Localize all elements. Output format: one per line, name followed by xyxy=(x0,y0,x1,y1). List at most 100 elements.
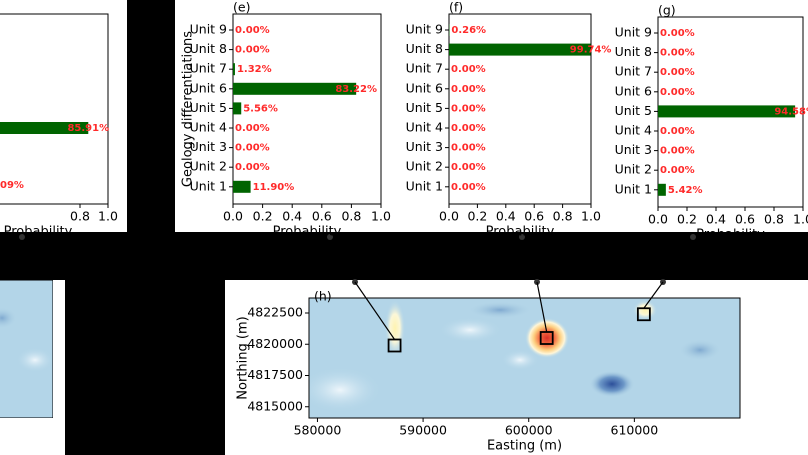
bar xyxy=(658,183,666,196)
value-label: 09% xyxy=(0,180,24,191)
value-label: 0.00% xyxy=(451,84,486,95)
y-tick-label: Unit 4 xyxy=(190,120,227,135)
connector-ends xyxy=(19,234,696,285)
y-axis-label: Geology differentiations xyxy=(181,31,196,187)
y-tick-label: Unit 2 xyxy=(615,162,652,177)
x-tick-label: 590000 xyxy=(399,423,447,438)
location-marker xyxy=(636,307,651,322)
bar xyxy=(658,105,796,118)
y-tick-label: Unit 7 xyxy=(190,61,227,76)
x-tick-label: 0.4 xyxy=(496,209,516,224)
bar xyxy=(233,102,242,115)
panel-label: (e) xyxy=(233,0,250,15)
y-tick-label: Unit 6 xyxy=(615,83,652,98)
x-tick-label: 0.8 xyxy=(70,209,90,224)
x-tick-label: 0.2 xyxy=(677,212,697,227)
value-label: 1.32% xyxy=(237,64,272,75)
y-tick-label: Unit 5 xyxy=(190,100,227,115)
x-tick-label: 0.0 xyxy=(223,209,243,224)
x-tick-label: 1.0 xyxy=(793,212,808,227)
x-tick-label: 580000 xyxy=(294,423,342,438)
y-tick-label: Unit 8 xyxy=(190,41,227,56)
value-label: 0.00% xyxy=(660,28,695,39)
bar xyxy=(233,180,251,193)
connector-line xyxy=(643,281,664,309)
value-label: 0.00% xyxy=(235,162,270,173)
y-tick-label: Unit 4 xyxy=(615,123,652,138)
y-tick-label: Unit 6 xyxy=(406,80,443,95)
y-tick-label: Unit 1 xyxy=(190,178,227,193)
x-axis-label: Probability xyxy=(696,228,765,243)
value-label: 0.00% xyxy=(660,146,695,157)
panel: 0.8 1.0 Probability 85.91% 09% xyxy=(0,13,118,232)
x-tick-label: 0.6 xyxy=(735,212,755,227)
y-tick-label: Unit 5 xyxy=(406,100,443,115)
value-label: 0.00% xyxy=(235,25,270,36)
value-label: 0.00% xyxy=(451,182,486,193)
axes-frame xyxy=(448,13,592,205)
value-label: 0.00% xyxy=(451,162,486,173)
bar xyxy=(233,82,357,95)
y-tick-label: 4815000 xyxy=(247,398,303,413)
value-label: 94.58% xyxy=(774,106,808,117)
value-label: 5.56% xyxy=(243,103,278,114)
bar xyxy=(0,122,89,134)
heatmap-image xyxy=(0,280,53,418)
y-tick-label: Unit 1 xyxy=(406,178,443,193)
value-label: 83.22% xyxy=(335,84,377,95)
x-tick-label: 1.0 xyxy=(581,209,601,224)
x-axis-label: Probability xyxy=(273,225,342,240)
y-tick-label: Unit 3 xyxy=(406,139,443,154)
y-tick-label: Unit 9 xyxy=(615,25,652,40)
value-label: 0.00% xyxy=(660,87,695,98)
y-tick-label: Unit 2 xyxy=(406,159,443,174)
value-label: 0.00% xyxy=(451,143,486,154)
y-tick-label: Unit 3 xyxy=(615,142,652,157)
location-marker xyxy=(387,338,402,353)
value-label: 0.00% xyxy=(660,48,695,59)
x-tick-label: 600000 xyxy=(505,423,553,438)
bar xyxy=(233,63,235,76)
panel-label: (h) xyxy=(314,289,332,304)
x-tick-label: 1.0 xyxy=(371,209,391,224)
x-tick-label: 0.2 xyxy=(253,209,273,224)
panel-bg xyxy=(0,0,127,232)
axes-frame xyxy=(0,13,109,205)
y-tick-label: Unit 7 xyxy=(615,64,652,79)
axes-frame xyxy=(308,297,741,419)
y-tick-label: Unit 3 xyxy=(190,139,227,154)
x-tick-label: 0.0 xyxy=(439,209,459,224)
bar xyxy=(449,43,591,56)
x-axis-label: Easting (m) xyxy=(487,439,562,454)
x-tick-label: 610000 xyxy=(611,423,659,438)
value-label: 0.00% xyxy=(235,123,270,134)
x-tick-label: 0.6 xyxy=(524,209,544,224)
y-tick-label: Unit 7 xyxy=(406,61,443,76)
value-label: 0.00% xyxy=(660,67,695,78)
y-tick-label: Unit 9 xyxy=(406,22,443,37)
value-label: 0.00% xyxy=(451,64,486,75)
y-tick-label: 4817500 xyxy=(247,367,303,382)
y-tick-label: 4822500 xyxy=(247,305,303,320)
connector-line xyxy=(536,281,548,333)
value-label: 0.00% xyxy=(660,165,695,176)
y-axis-label: Northing (m) xyxy=(236,316,251,399)
y-tick-label: Unit 2 xyxy=(190,159,227,174)
x-tick-label: 0.2 xyxy=(467,209,487,224)
heatmap-image xyxy=(309,298,740,418)
value-label: 99.74% xyxy=(570,45,612,56)
x-tick-label: 0.4 xyxy=(706,212,726,227)
value-label: 0.00% xyxy=(451,123,486,134)
y-tick-label: Unit 1 xyxy=(615,181,652,196)
y-tick-label: Unit 6 xyxy=(190,80,227,95)
y-tick-label: Unit 5 xyxy=(615,103,652,118)
panel-label: (g) xyxy=(658,3,676,18)
y-tick-label: Unit 9 xyxy=(190,22,227,37)
x-axis-label: Probability xyxy=(486,225,555,240)
x-tick-label: 0.4 xyxy=(282,209,302,224)
value-label: 0.00% xyxy=(235,45,270,56)
x-tick-label: 1.0 xyxy=(98,209,118,224)
x-tick-label: 0.8 xyxy=(764,212,784,227)
